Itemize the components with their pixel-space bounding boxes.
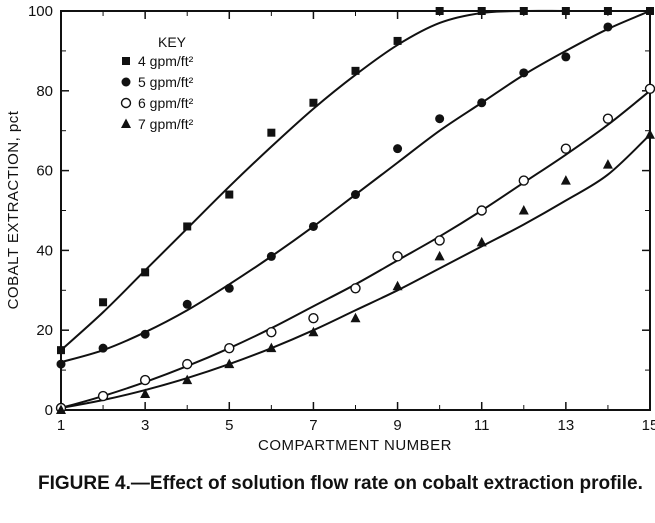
data-point	[392, 280, 403, 291]
data-point	[435, 114, 445, 124]
caption-dash: —	[130, 473, 150, 494]
data-point	[602, 113, 614, 124]
legend-marker	[122, 57, 130, 65]
data-point	[645, 129, 655, 139]
data-point	[393, 144, 403, 154]
data-point	[476, 236, 487, 247]
data-point	[266, 326, 277, 338]
x-tick-label: 3	[141, 417, 149, 434]
data-point	[139, 374, 151, 386]
y-tick-label: 60	[36, 163, 53, 180]
data-point	[603, 22, 613, 32]
data-point	[519, 68, 529, 78]
legend-marker	[121, 77, 131, 87]
data-point	[435, 7, 444, 15]
data-point	[477, 98, 487, 108]
data-point	[140, 329, 150, 339]
data-point	[518, 205, 529, 215]
data-point	[519, 7, 528, 15]
data-point	[308, 313, 319, 324]
legend-label: 4 gpm/ft²	[138, 53, 194, 69]
data-point	[98, 343, 108, 353]
data-point	[182, 299, 192, 309]
y-tick-label: 40	[36, 242, 53, 259]
data-point	[477, 7, 486, 15]
data-point	[224, 342, 235, 354]
legend-label: 7 gpm/ft²	[138, 116, 194, 132]
x-tick-label: 13	[558, 417, 575, 434]
data-point	[140, 388, 151, 399]
fit-curve	[60, 90, 651, 409]
data-point	[266, 251, 276, 261]
x-tick-label: 11	[474, 417, 490, 434]
data-point	[224, 283, 234, 293]
data-point	[56, 359, 66, 369]
data-point	[267, 128, 276, 137]
data-point	[561, 52, 571, 62]
x-axis-title: COMPARTMENT NUMBER	[258, 437, 452, 454]
data-point	[560, 175, 571, 185]
data-point	[224, 358, 235, 369]
data-point	[182, 374, 193, 385]
data-point	[351, 190, 360, 200]
fit-curve	[60, 133, 651, 409]
data-point	[266, 342, 277, 353]
y-tick-label: 20	[36, 322, 53, 339]
data-point	[182, 358, 193, 370]
data-point	[183, 222, 192, 231]
y-axis-title: COBALT EXTRACTION, pct	[5, 110, 22, 309]
data-point	[392, 251, 403, 262]
y-tick-label: 80	[36, 83, 53, 100]
data-point	[56, 404, 66, 414]
data-point	[57, 346, 65, 355]
data-point	[603, 7, 612, 15]
data-point	[308, 326, 319, 337]
x-tick-label: 7	[309, 417, 317, 434]
data-point	[644, 83, 655, 95]
caption-label: FIGURE 4.	[38, 473, 131, 494]
x-tick-label: 9	[393, 417, 401, 434]
data-point	[646, 7, 654, 15]
data-point	[560, 143, 572, 154]
data-point	[350, 312, 361, 323]
data-point	[350, 283, 361, 294]
caption-text: Effect of solution flow rate on cobalt e…	[149, 473, 643, 494]
data-point	[393, 36, 402, 45]
data-point	[141, 268, 150, 277]
data-point	[309, 98, 318, 107]
x-tick-label: 1	[57, 417, 65, 434]
data-point	[351, 66, 360, 75]
data-point	[476, 205, 487, 216]
legend: KEY 4 gpm/ft² 5 gpm/ft² 6 gpm/ft² 7 gpm/ft²	[120, 34, 194, 132]
legend-label: 5 gpm/ft²	[138, 74, 194, 90]
data-point	[518, 175, 529, 186]
figure-caption: FIGURE 4.—Effect of solution flow rate o…	[38, 472, 648, 496]
data-point	[561, 7, 570, 15]
data-markers	[55, 7, 655, 414]
x-tick-label: 15	[642, 417, 655, 434]
data-point	[225, 190, 234, 199]
legend-marker	[120, 97, 132, 109]
y-tick-label: 0	[45, 402, 53, 419]
x-tick-label: 5	[225, 417, 233, 434]
data-point	[602, 159, 613, 169]
legend-marker	[121, 118, 131, 128]
legend-title: KEY	[158, 34, 187, 50]
data-point	[99, 298, 108, 307]
y-tick-label: 100	[28, 3, 53, 20]
legend-label: 6 gpm/ft²	[138, 95, 194, 111]
data-point	[97, 390, 109, 402]
data-point	[434, 250, 445, 261]
data-point	[308, 221, 318, 231]
data-point	[434, 235, 445, 246]
